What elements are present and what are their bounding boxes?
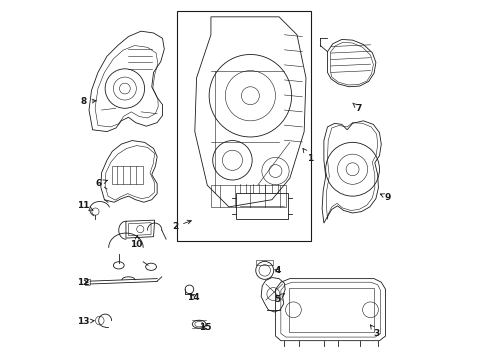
Text: 3: 3 [370,325,380,338]
Text: 6: 6 [96,179,107,188]
Text: 11: 11 [77,201,93,210]
Text: 12: 12 [77,278,90,287]
Text: 9: 9 [380,193,391,202]
Text: 14: 14 [187,293,199,302]
Text: 5: 5 [274,293,284,303]
Text: 7: 7 [353,103,362,113]
Text: 10: 10 [130,235,143,249]
Text: 2: 2 [172,220,191,231]
Bar [177,12,311,241]
Text: 1: 1 [303,148,314,163]
Text: 8: 8 [80,97,96,106]
Text: 15: 15 [199,323,212,332]
Text: 13: 13 [77,317,94,326]
Text: 4: 4 [274,266,280,275]
